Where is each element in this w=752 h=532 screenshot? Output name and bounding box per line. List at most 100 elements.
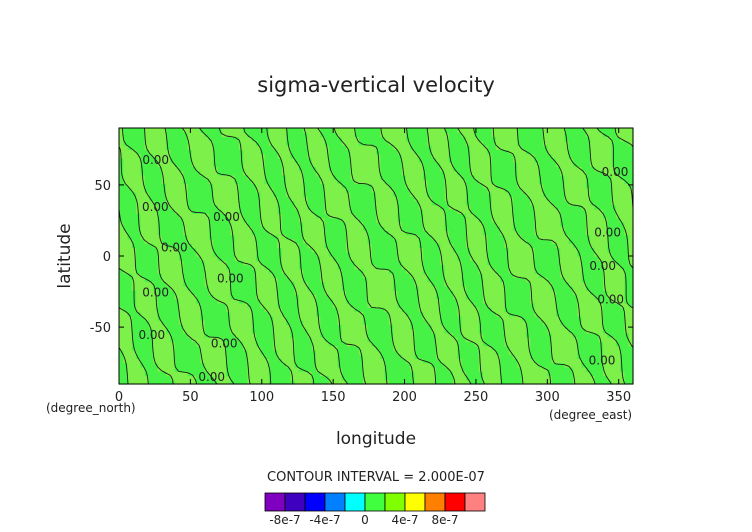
field-cell xyxy=(457,341,463,347)
field-cell xyxy=(298,337,304,342)
field-cell xyxy=(624,226,630,231)
field-cell xyxy=(393,277,399,283)
field-cell xyxy=(603,311,608,317)
field-cell xyxy=(153,366,159,372)
field-cell xyxy=(435,341,441,347)
field-cell xyxy=(388,268,394,274)
field-cell xyxy=(320,230,326,236)
field-cell xyxy=(431,294,437,300)
field-cell xyxy=(590,238,596,244)
field-cell xyxy=(598,264,604,270)
field-cell xyxy=(470,371,476,377)
field-cell xyxy=(183,256,189,261)
field-cell xyxy=(196,324,201,330)
field-cell xyxy=(217,371,223,377)
field-cell xyxy=(243,324,249,330)
field-cell xyxy=(316,332,321,338)
field-cell xyxy=(470,209,476,214)
field-cell xyxy=(174,260,180,266)
field-cell xyxy=(431,226,437,231)
field-cell xyxy=(624,230,630,236)
field-cell xyxy=(119,238,124,244)
field-cell xyxy=(500,230,506,236)
field-cell xyxy=(324,247,330,253)
field-cell xyxy=(277,234,283,240)
field-cell xyxy=(341,311,347,317)
field-cell xyxy=(161,302,167,308)
field-cell xyxy=(187,243,193,249)
field-cell xyxy=(521,320,527,325)
field-cell xyxy=(148,264,154,270)
field-cell xyxy=(213,354,219,359)
field-cell xyxy=(337,256,343,261)
field-cell xyxy=(367,371,373,377)
field-cell xyxy=(337,294,343,300)
field-cell xyxy=(517,328,523,334)
field-cell xyxy=(256,345,261,351)
field-cell xyxy=(534,341,540,347)
field-cell xyxy=(243,320,249,325)
field-cell xyxy=(547,302,553,308)
field-cell xyxy=(478,251,484,257)
field-cell xyxy=(226,379,231,385)
field-cell xyxy=(226,234,231,240)
field-cell xyxy=(148,379,154,385)
field-cell xyxy=(427,226,433,231)
field-cell xyxy=(268,238,274,244)
field-cell xyxy=(491,221,497,227)
field-cell xyxy=(324,256,330,261)
field-cell xyxy=(354,328,360,334)
field-cell xyxy=(611,234,617,240)
field-cell xyxy=(525,268,531,274)
field-cell xyxy=(444,362,450,368)
field-cell xyxy=(157,379,163,385)
field-cell xyxy=(435,345,441,351)
field-cell xyxy=(568,221,574,227)
field-cell xyxy=(551,264,557,270)
field-cell xyxy=(491,341,497,347)
field-cell xyxy=(247,273,253,278)
field-cell xyxy=(423,354,428,359)
field-cell xyxy=(221,320,227,325)
field-cell xyxy=(500,345,506,351)
field-cell xyxy=(603,298,608,304)
field-cell xyxy=(453,234,458,240)
field-cell xyxy=(123,362,129,368)
field-cell xyxy=(303,221,309,227)
field-cell xyxy=(573,332,578,338)
field-cell xyxy=(277,268,283,274)
field-cell xyxy=(414,328,420,334)
field-cell xyxy=(234,264,240,270)
field-cell xyxy=(487,341,493,347)
field-cell xyxy=(346,307,351,313)
field-cell xyxy=(620,209,626,214)
field-cell xyxy=(418,379,424,385)
field-cell xyxy=(500,371,506,377)
field-cell xyxy=(418,285,424,291)
field-cell xyxy=(483,358,488,364)
field-cell xyxy=(534,362,540,368)
field-cell xyxy=(607,362,613,368)
field-cell xyxy=(337,209,343,214)
field-cell xyxy=(388,315,394,321)
field-cell xyxy=(577,230,583,236)
field-cell xyxy=(260,213,266,219)
field-cell xyxy=(615,354,621,359)
field-cell xyxy=(555,375,561,381)
field-cell xyxy=(127,358,133,364)
field-cell xyxy=(483,209,488,214)
field-cell xyxy=(226,302,231,308)
field-cell xyxy=(286,341,291,347)
field-cell xyxy=(290,362,296,368)
field-cell xyxy=(371,294,377,300)
field-cell xyxy=(448,273,454,278)
field-cell xyxy=(615,298,621,304)
field-cell xyxy=(363,226,369,231)
field-cell xyxy=(178,247,184,253)
field-cell xyxy=(367,256,373,261)
field-cell xyxy=(470,238,476,244)
field-cell xyxy=(607,260,613,266)
field-cell xyxy=(311,273,317,278)
field-cell xyxy=(238,285,244,291)
field-cell xyxy=(273,298,279,304)
